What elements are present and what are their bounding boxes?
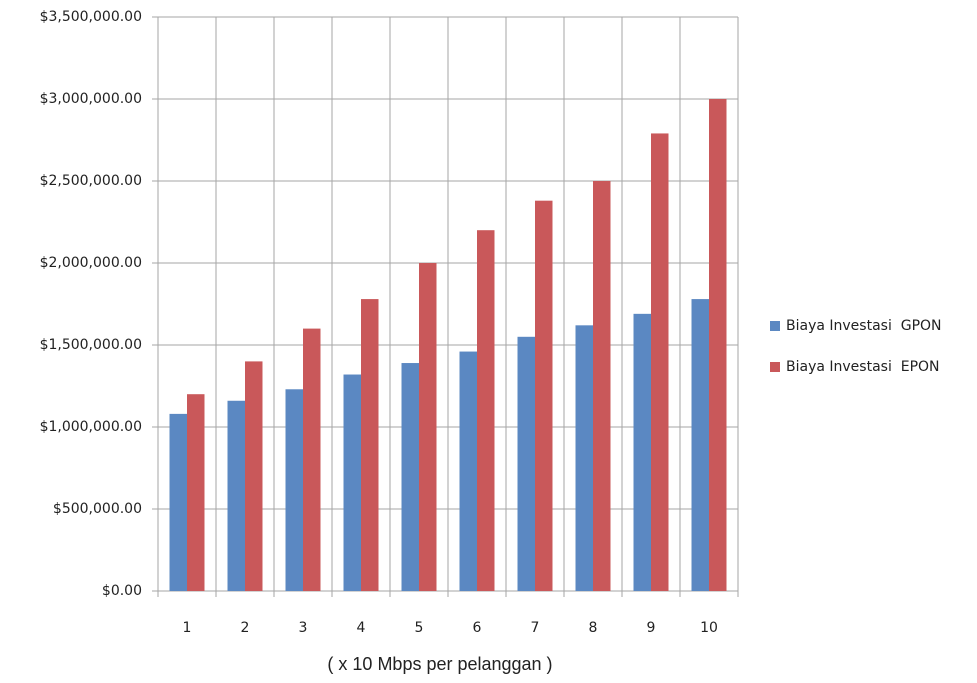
bar <box>419 263 437 591</box>
y-tick-label: $2,500,000.00 <box>40 173 142 189</box>
x-tick-label: 10 <box>700 620 718 636</box>
bar <box>402 363 420 591</box>
y-tick-label: $3,500,000.00 <box>40 9 142 25</box>
y-tick-label: $0.00 <box>102 583 142 599</box>
bar <box>535 201 553 591</box>
legend-swatch <box>770 321 780 331</box>
y-tick-label: $1,000,000.00 <box>40 419 142 435</box>
bar <box>228 401 246 591</box>
bar <box>576 325 594 591</box>
x-tick-label: 8 <box>589 620 598 636</box>
y-tick-label: $2,000,000.00 <box>40 255 142 271</box>
bar <box>286 389 304 591</box>
bar <box>692 299 710 591</box>
bar <box>634 314 652 591</box>
x-tick-label: 1 <box>183 620 192 636</box>
bar <box>518 337 536 591</box>
bar <box>361 299 379 591</box>
y-tick-label: $3,000,000.00 <box>40 91 142 107</box>
x-tick-label: 5 <box>415 620 424 636</box>
y-tick-label: $1,500,000.00 <box>40 337 142 353</box>
bar <box>460 352 478 591</box>
x-axis-label: ( x 10 Mbps per pelanggan ) <box>327 654 552 674</box>
bar <box>477 230 495 591</box>
x-tick-label: 6 <box>473 620 482 636</box>
y-tick-label: $500,000.00 <box>53 501 142 517</box>
bar <box>170 414 188 591</box>
bar <box>245 361 263 591</box>
legend-label: Biaya Investasi GPON <box>786 318 942 334</box>
legend-swatch <box>770 362 780 372</box>
bar <box>651 133 669 591</box>
bar <box>344 375 362 591</box>
bar <box>709 99 727 591</box>
bar <box>593 181 611 591</box>
bar <box>303 329 321 591</box>
x-tick-label: 3 <box>299 620 308 636</box>
x-tick-label: 2 <box>241 620 250 636</box>
legend-label: Biaya Investasi EPON <box>786 359 940 375</box>
x-tick-label: 9 <box>647 620 656 636</box>
chart: ( x 10 Mbps per pelanggan ) $0.00 $500,00… <box>0 0 977 683</box>
x-tick-label: 4 <box>357 620 366 636</box>
x-tick-label: 7 <box>531 620 540 636</box>
bar <box>187 394 205 591</box>
